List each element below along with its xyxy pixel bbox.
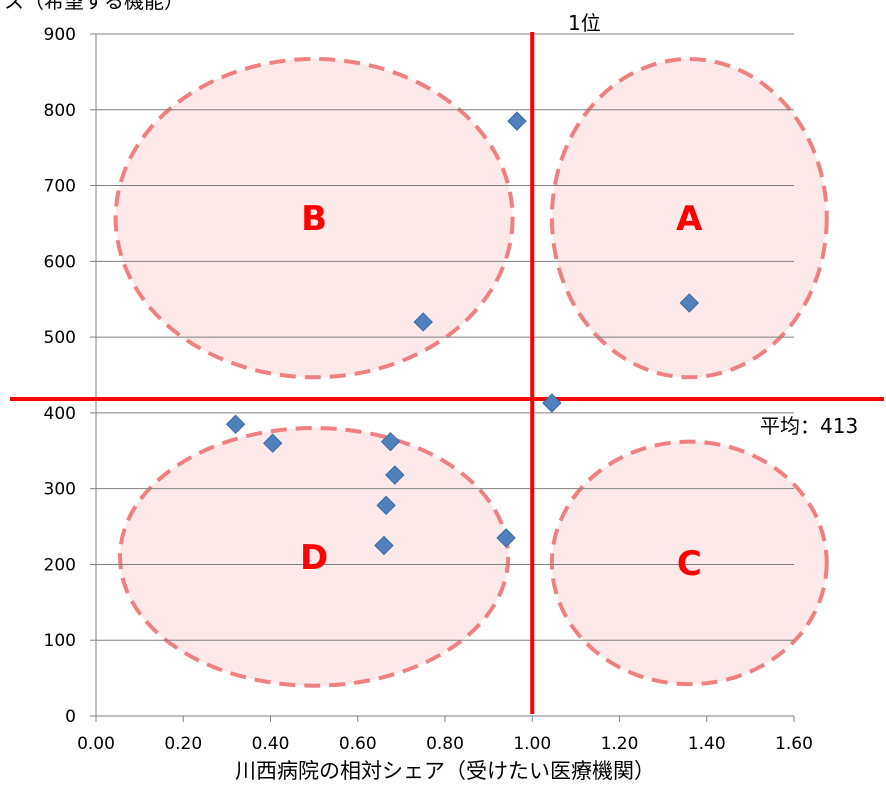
y-tick-label: 700 (44, 177, 76, 197)
data-point (542, 393, 562, 413)
x-tick-label: 0.40 (252, 734, 290, 754)
region-ellipse-c (549, 439, 829, 687)
data-point (376, 495, 396, 516)
data-point (507, 111, 527, 131)
y-tick-label: 500 (44, 328, 76, 348)
y-tick-label: 600 (44, 252, 76, 272)
data-point (496, 528, 516, 548)
x-tick-label: 1.60 (775, 734, 813, 754)
x-tick-labels: 0.00 0.20 0.40 0.60 0.80 1.00 1.20 1.40 1.60 (77, 716, 813, 754)
y-axis-label: ス（希望する機能） (4, 0, 184, 13)
data-point (262, 433, 283, 453)
x-tick-label: 0.00 (77, 734, 115, 754)
region-ellipse-a (549, 57, 829, 380)
data-point (413, 312, 433, 332)
x-tick-label: 1.20 (601, 734, 639, 754)
y-tick-label: 800 (44, 101, 76, 121)
x-tick-label: 0.60 (339, 734, 377, 754)
y-tick-label: 900 (44, 25, 76, 45)
horizontal-ref-label: 平均：413 (760, 414, 858, 438)
vertical-ref-label: 1位 (568, 11, 601, 35)
region-ellipses (113, 57, 829, 688)
data-point (225, 414, 246, 434)
data-point (679, 293, 700, 313)
x-tick-label: 1.00 (513, 734, 551, 754)
region-ellipse-d (117, 426, 511, 688)
reference-lines (10, 32, 884, 714)
data-point (380, 431, 401, 452)
region-labels: A B C D (300, 199, 703, 584)
x-tick-label: 0.20 (164, 734, 202, 754)
x-tick-label: 0.80 (426, 734, 464, 754)
y-tick-label: 0 (65, 707, 76, 727)
region-label-a: A (676, 199, 703, 239)
x-axis-label: 川西病院の相対シェア（受けたい医療機関） (235, 759, 655, 783)
data-point (374, 535, 394, 556)
y-tick-label: 100 (44, 631, 76, 651)
region-label-b: B (301, 199, 327, 239)
y-tick-label: 400 (44, 404, 76, 424)
region-label-d: D (300, 538, 328, 578)
region-label-c: C (677, 544, 702, 584)
gridlines (96, 33, 794, 641)
region-ellipse-b (113, 57, 515, 380)
data-point (385, 465, 405, 485)
y-tick-labels: 0 100 200 300 400 500 600 700 800 900 (44, 25, 96, 727)
y-tick-label: 200 (44, 555, 76, 575)
data-points (225, 111, 700, 556)
x-tick-label: 1.40 (688, 734, 726, 754)
y-tick-label: 300 (44, 480, 76, 500)
